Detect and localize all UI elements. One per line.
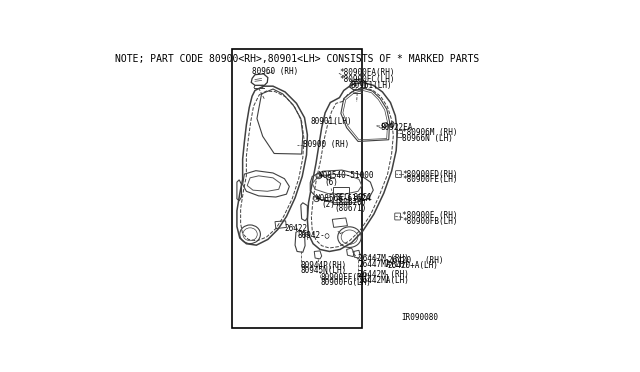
Text: 26447MA(LH): 26447MA(LH)	[358, 260, 409, 269]
Text: 26420+A(LH): 26420+A(LH)	[388, 261, 438, 270]
Text: 26447M (RH): 26447M (RH)	[358, 254, 409, 263]
Text: 80900FF(RH): 80900FF(RH)	[321, 273, 372, 282]
Text: 26422: 26422	[284, 224, 308, 233]
Text: S: S	[317, 173, 321, 178]
Text: 26442MA(LH): 26442MA(LH)	[358, 276, 409, 285]
Text: *80900FD(RH): *80900FD(RH)	[402, 170, 458, 179]
Text: 80901(LH): 80901(LH)	[310, 118, 352, 126]
Text: 80945N(LH): 80945N(LH)	[301, 266, 347, 275]
Text: ¥08540-51000: ¥08540-51000	[319, 171, 374, 180]
Text: (6): (6)	[324, 178, 338, 187]
Text: (80670): (80670)	[334, 198, 367, 207]
Text: *80900FB(LH): *80900FB(LH)	[402, 217, 458, 226]
Text: SEC.8051: SEC.8051	[335, 193, 372, 202]
Text: 80960 (RH): 80960 (RH)	[252, 67, 298, 76]
Text: NOTE; PART CODE 80900<RH>,80901<LH> CONSISTS OF * MARKED PARTS: NOTE; PART CODE 80900<RH>,80901<LH> CONS…	[115, 54, 479, 64]
Text: 80900FG(LH): 80900FG(LH)	[321, 279, 372, 288]
Text: S: S	[315, 196, 318, 201]
Text: 80966N (LH): 80966N (LH)	[402, 134, 452, 143]
Text: 80961(LH): 80961(LH)	[350, 81, 392, 90]
Text: (80671): (80671)	[334, 204, 367, 213]
Text: (2): (2)	[322, 200, 335, 209]
Text: *80906M (RH): *80906M (RH)	[402, 128, 458, 137]
Text: IR090080: IR090080	[401, 313, 438, 322]
Text: *80900FC(LH): *80900FC(LH)	[339, 74, 394, 83]
Text: ¥08566-6162A: ¥08566-6162A	[316, 194, 371, 203]
Text: 26442M (RH): 26442M (RH)	[358, 270, 409, 279]
Text: 26420   (RH): 26420 (RH)	[388, 256, 443, 264]
Text: *80900FA(RH): *80900FA(RH)	[339, 68, 394, 77]
Text: 80942-○: 80942-○	[298, 230, 330, 239]
Text: 80900 (RH): 80900 (RH)	[303, 140, 349, 150]
Text: 80944P(RH): 80944P(RH)	[301, 261, 347, 270]
Text: *80900FE(LH): *80900FE(LH)	[402, 175, 458, 185]
Text: 80922EA: 80922EA	[381, 123, 413, 132]
Text: *80900F (RH): *80900F (RH)	[402, 211, 458, 221]
